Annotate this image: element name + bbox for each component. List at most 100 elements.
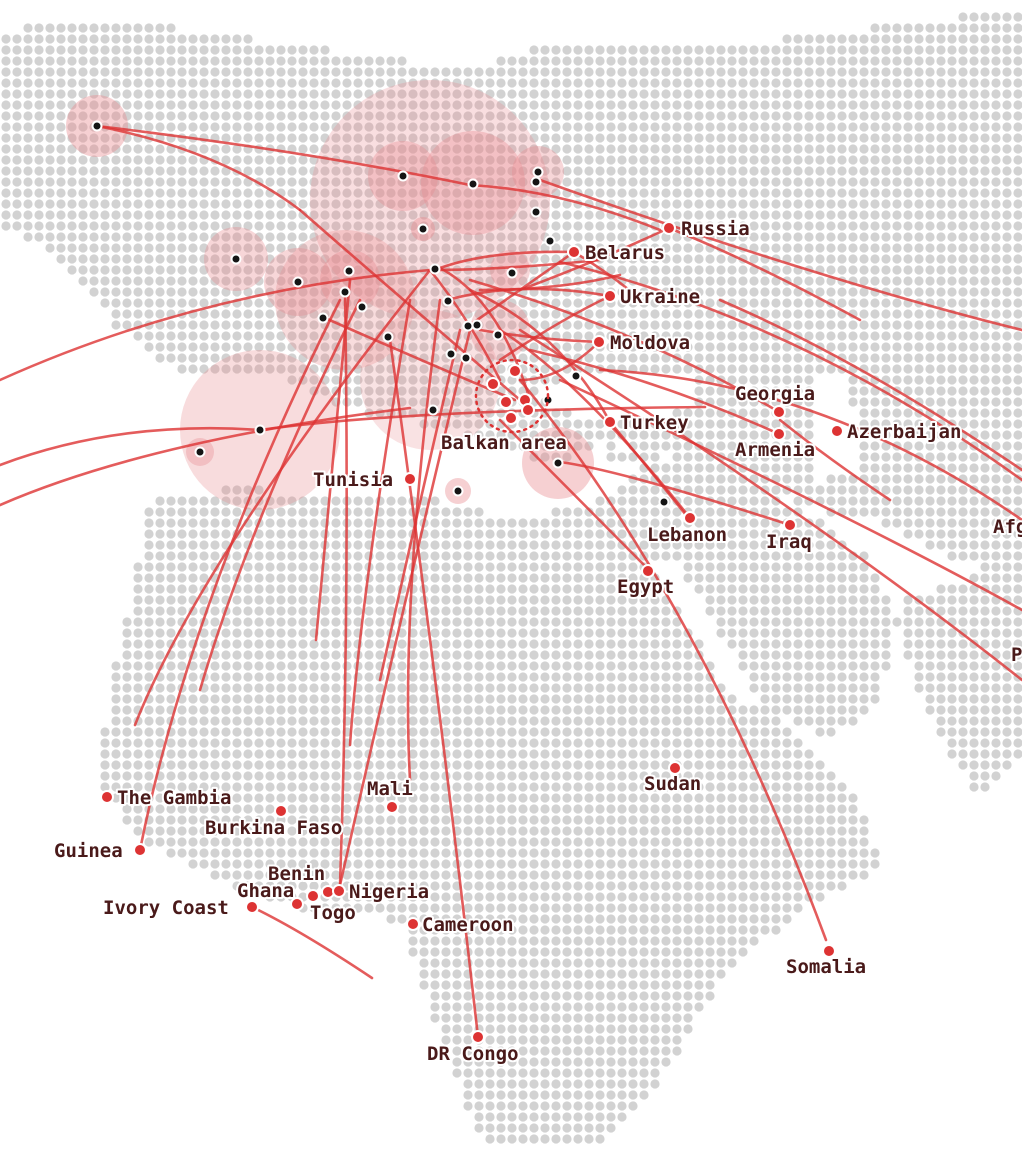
land-dot xyxy=(716,430,726,440)
land-dot xyxy=(507,716,517,726)
land-dot xyxy=(287,672,297,682)
land-dot xyxy=(221,705,231,715)
land-dot xyxy=(397,507,407,517)
land-dot xyxy=(848,639,858,649)
land-dot xyxy=(254,232,264,242)
land-dot xyxy=(606,353,616,363)
land-dot xyxy=(221,67,231,77)
land-dot xyxy=(804,210,814,220)
land-dot xyxy=(925,617,935,627)
land-dot xyxy=(804,122,814,132)
land-dot xyxy=(133,287,143,297)
land-dot xyxy=(705,166,715,176)
land-dot xyxy=(298,353,308,363)
land-dot xyxy=(925,320,935,330)
land-dot xyxy=(144,23,154,33)
land-dot xyxy=(320,683,330,693)
land-dot xyxy=(991,375,1001,385)
land-dot xyxy=(485,584,495,594)
land-dot xyxy=(551,551,561,561)
land-dot xyxy=(584,639,594,649)
land-dot xyxy=(45,243,55,253)
land-dot xyxy=(738,364,748,374)
land-dot xyxy=(617,551,627,561)
land-dot xyxy=(573,562,583,572)
land-dot xyxy=(474,507,484,517)
land-dot xyxy=(89,276,99,286)
land-dot xyxy=(188,672,198,682)
land-dot xyxy=(485,320,495,330)
land-dot xyxy=(749,177,759,187)
land-dot xyxy=(903,452,913,462)
land-dot xyxy=(749,573,759,583)
land-dot xyxy=(331,364,341,374)
land-dot xyxy=(177,573,187,583)
land-dot xyxy=(12,155,22,165)
land-dot xyxy=(441,254,451,264)
land-dot xyxy=(606,529,616,539)
land-dot xyxy=(122,749,132,759)
land-dot xyxy=(958,485,968,495)
land-dot xyxy=(122,683,132,693)
land-dot xyxy=(925,23,935,33)
land-dot xyxy=(265,177,275,187)
land-dot xyxy=(67,34,77,44)
land-dot xyxy=(562,111,572,121)
land-dot xyxy=(100,111,110,121)
land-dot xyxy=(463,232,473,242)
land-dot xyxy=(683,551,693,561)
land-dot xyxy=(793,716,803,726)
land-dot xyxy=(573,518,583,528)
land-dot xyxy=(144,254,154,264)
land-dot xyxy=(441,727,451,737)
land-dot xyxy=(1,188,11,198)
land-dot xyxy=(474,584,484,594)
land-dot xyxy=(881,188,891,198)
land-dot xyxy=(408,639,418,649)
land-dot xyxy=(221,727,231,737)
land-dot xyxy=(1013,67,1022,77)
land-dot xyxy=(287,56,297,66)
land-dot xyxy=(287,331,297,341)
land-dot xyxy=(254,133,264,143)
land-dot xyxy=(122,144,132,154)
land-dot xyxy=(364,276,374,286)
land-dot xyxy=(793,100,803,110)
land-dot xyxy=(848,177,858,187)
land-dot xyxy=(903,496,913,506)
land-dot xyxy=(452,628,462,638)
land-dot xyxy=(716,45,726,55)
land-dot xyxy=(254,221,264,231)
land-dot xyxy=(815,67,825,77)
land-dot xyxy=(331,243,341,253)
land-dot xyxy=(771,507,781,517)
land-dot xyxy=(78,265,88,275)
land-dot xyxy=(947,243,957,253)
land-dot xyxy=(254,331,264,341)
land-dot xyxy=(848,56,858,66)
land-dot xyxy=(166,210,176,220)
land-dot xyxy=(870,67,880,77)
land-dot xyxy=(232,694,242,704)
land-dot xyxy=(782,661,792,671)
land-dot xyxy=(397,749,407,759)
land-dot xyxy=(463,386,473,396)
land-dot xyxy=(419,287,429,297)
land-dot xyxy=(573,166,583,176)
land-dot xyxy=(936,309,946,319)
land-dot xyxy=(199,188,209,198)
land-dot xyxy=(364,133,374,143)
land-dot xyxy=(980,683,990,693)
land-dot xyxy=(100,144,110,154)
land-dot xyxy=(859,419,869,429)
land-dot xyxy=(111,23,121,33)
land-dot xyxy=(639,716,649,726)
land-dot xyxy=(1002,199,1012,209)
land-dot xyxy=(353,507,363,517)
land-dot xyxy=(188,584,198,594)
land-dot xyxy=(947,540,957,550)
land-dot xyxy=(749,188,759,198)
land-dot xyxy=(232,133,242,143)
land-dot xyxy=(650,672,660,682)
land-dot xyxy=(980,551,990,561)
